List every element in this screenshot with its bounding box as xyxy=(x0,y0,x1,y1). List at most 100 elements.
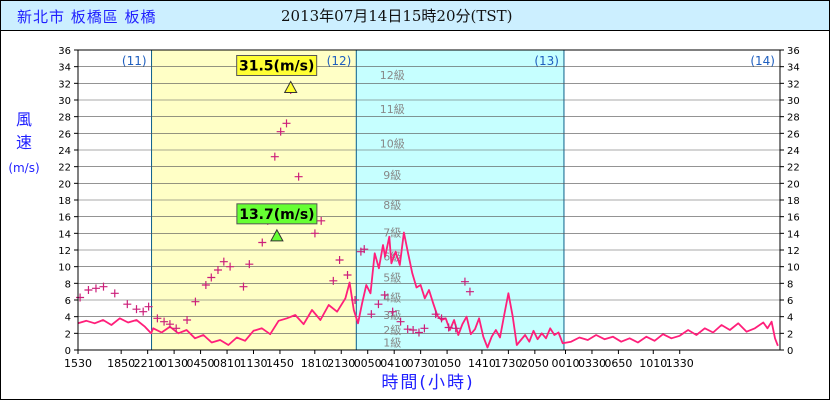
x-tick-label-5: 0810 xyxy=(213,357,241,370)
y-tick-label-right-1: 2 xyxy=(787,329,793,340)
y-tick-label-left-1: 2 xyxy=(65,329,71,340)
x-tick-label-3: 0130 xyxy=(160,357,188,370)
beaufort-label-8: 9級 xyxy=(383,169,401,182)
gust-point-42 xyxy=(388,307,397,316)
y-tick-label-left-17: 34 xyxy=(58,63,71,74)
y-axis-label-char-2: 速 xyxy=(16,133,32,152)
y-tick-label-right-18: 36 xyxy=(787,46,800,57)
gust-point-26 xyxy=(276,127,285,136)
gust-point-18 xyxy=(219,257,228,266)
station-header: 新北市 板橋區 板橋 2013年07月14日15時20分(TST) xyxy=(1,1,829,31)
gust-point-40 xyxy=(374,300,383,309)
y-tick-label-left-2: 4 xyxy=(65,313,71,324)
x-tick-label-17: 0010 xyxy=(552,357,580,370)
observation-timestamp: 2013年07月14日15時20分(TST) xyxy=(281,7,513,25)
y-tick-label-left-11: 22 xyxy=(58,163,71,174)
y-tick-label-left-5: 10 xyxy=(58,263,71,274)
gust-point-9 xyxy=(153,314,162,323)
gust-point-38 xyxy=(360,245,369,254)
gust-point-19 xyxy=(226,262,235,271)
y-tick-label-left-12: 24 xyxy=(58,146,71,157)
y-tick-label-left-4: 8 xyxy=(65,279,71,290)
x-tick-label-21: 1330 xyxy=(666,357,694,370)
x-tick-label-15: 1730 xyxy=(494,357,522,370)
gust-point-15 xyxy=(201,281,210,289)
day-region-label-1: (12) xyxy=(327,54,352,68)
y-tick-label-right-15: 30 xyxy=(787,96,800,107)
day-region-label-2: (13) xyxy=(534,54,559,68)
gust-point-2 xyxy=(91,284,100,293)
gust-point-36 xyxy=(351,296,360,304)
x-tick-label-9: 2130 xyxy=(327,357,355,370)
y-tick-label-left-10: 20 xyxy=(58,179,71,190)
gust-point-32 xyxy=(317,216,326,225)
gust-point-7 xyxy=(139,307,148,316)
y-tick-label-left-8: 16 xyxy=(58,213,71,224)
gust-point-49 xyxy=(437,314,446,323)
gust-point-53 xyxy=(465,287,474,296)
station-location: 新北市 板橋區 板橋 xyxy=(17,8,157,26)
gust-point-16 xyxy=(207,273,216,282)
wind-speed-chart: (11) (12) (13) (14) 1級2級3級4級5級6級7級8級9級10級11… xyxy=(8,46,799,393)
annotation-label-1: 13.7(m/s) xyxy=(239,207,314,223)
y-tick-label-right-7: 14 xyxy=(787,229,800,240)
y-tick-label-right-12: 24 xyxy=(787,146,800,157)
gust-point-31 xyxy=(310,229,319,238)
y-tick-label-right-5: 10 xyxy=(787,263,800,274)
annotation-marker-0 xyxy=(283,80,298,93)
gust-point-11 xyxy=(165,320,174,329)
gust-point-34 xyxy=(335,256,344,264)
gust-point-47 xyxy=(420,324,429,333)
gust-point-43 xyxy=(396,317,405,326)
y-tick-label-left-16: 32 xyxy=(58,79,71,90)
day-region-label-0: (11) xyxy=(122,54,147,68)
gust-point-27 xyxy=(282,119,291,128)
gust-point-44 xyxy=(403,325,412,334)
beaufort-label-11: 12級 xyxy=(380,69,405,82)
beaufort-label-6: 7級 xyxy=(383,227,401,240)
beaufort-label-10: 11級 xyxy=(380,103,405,116)
y-tick-label-right-13: 26 xyxy=(787,129,800,140)
gust-point-41 xyxy=(380,291,389,299)
y-tick-label-left-0: 0 xyxy=(65,346,71,357)
x-tick-label-0: 1530 xyxy=(64,357,92,370)
x-tick-label-11: 0410 xyxy=(380,357,408,370)
gust-point-8 xyxy=(144,302,153,311)
y-axis-unit: (m/s) xyxy=(8,161,39,175)
y-tick-label-left-9: 18 xyxy=(58,196,71,207)
annotation-box-1 xyxy=(236,203,318,225)
y-tick-label-left-3: 6 xyxy=(65,296,71,307)
y-tick-label-left-15: 30 xyxy=(58,96,71,107)
gust-point-12 xyxy=(172,324,181,333)
gust-point-17 xyxy=(213,266,222,274)
gust-point-14 xyxy=(191,297,200,306)
x-tick-label-16: 2050 xyxy=(521,357,549,370)
gust-point-3 xyxy=(99,282,108,291)
gust-point-50 xyxy=(444,323,453,332)
y-tick-label-right-6: 12 xyxy=(787,246,800,257)
annotation-box-0 xyxy=(236,55,318,76)
gust-point-0 xyxy=(76,293,85,302)
y-tick-label-right-8: 16 xyxy=(787,213,800,224)
beaufort-label-3: 4級 xyxy=(383,292,401,305)
x-tick-label-4: 0450 xyxy=(187,357,215,370)
gust-point-35 xyxy=(343,271,352,279)
gust-point-48 xyxy=(431,310,440,319)
x-tick-label-19: 0650 xyxy=(604,357,632,370)
beaufort-label-1: 2級 xyxy=(383,324,401,337)
y-axis-label-char-1: 風 xyxy=(16,110,32,129)
y-tick-label-right-10: 20 xyxy=(787,179,800,190)
y-tick-label-right-9: 18 xyxy=(787,196,800,207)
gust-point-45 xyxy=(409,326,418,334)
x-tick-label-7: 1450 xyxy=(266,357,294,370)
x-tick-label-20: 1010 xyxy=(639,357,667,370)
annotation-marker-1 xyxy=(270,228,284,242)
gust-point-33 xyxy=(329,276,338,285)
y-axis-label: 風 速 (m/s) xyxy=(8,110,39,175)
gust-point-10 xyxy=(160,317,169,326)
x-tick-label-13: 1050 xyxy=(433,357,461,370)
x-tick-label-2: 2210 xyxy=(134,357,162,370)
x-axis-label: 時間(小時) xyxy=(381,373,474,393)
